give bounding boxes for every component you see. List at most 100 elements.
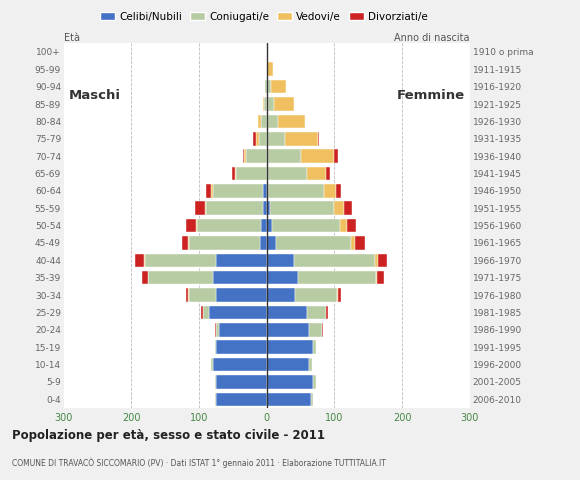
Bar [356, 236, 365, 250]
Bar [268, 184, 324, 198]
Legend: Celibi/Nubili, Coniugati/e, Vedovi/e, Divorziati/e: Celibi/Nubili, Coniugati/e, Vedovi/e, Di… [96, 8, 432, 26]
Bar [142, 271, 148, 285]
Bar [215, 323, 216, 336]
Bar [351, 236, 356, 250]
Bar [267, 288, 295, 302]
Bar [235, 167, 236, 180]
Bar [216, 393, 267, 406]
Bar [263, 184, 267, 198]
Bar [144, 253, 145, 267]
Bar [340, 219, 347, 232]
Bar [327, 306, 328, 319]
Bar [267, 132, 268, 145]
Bar [213, 358, 267, 372]
Bar [267, 393, 311, 406]
Bar [294, 253, 375, 267]
Bar [271, 80, 286, 94]
Bar [344, 202, 352, 215]
Bar [259, 132, 267, 145]
Bar [267, 97, 268, 111]
Bar [267, 271, 298, 285]
Bar [195, 219, 197, 232]
Bar [188, 288, 189, 302]
Bar [263, 202, 267, 215]
Bar [267, 149, 268, 163]
Text: Età: Età [64, 33, 80, 43]
Bar [264, 97, 267, 111]
Bar [236, 167, 267, 180]
Bar [298, 271, 376, 285]
Bar [313, 340, 316, 354]
Text: Maschi: Maschi [69, 89, 121, 102]
Bar [219, 323, 267, 336]
Bar [182, 236, 188, 250]
Bar [211, 184, 213, 198]
Bar [268, 149, 300, 163]
Bar [195, 202, 205, 215]
Bar [268, 97, 274, 111]
Text: Femmine: Femmine [396, 89, 465, 102]
Bar [258, 115, 262, 128]
Bar [186, 288, 188, 302]
Bar [267, 306, 307, 319]
Bar [189, 236, 260, 250]
Bar [274, 97, 294, 111]
Bar [378, 253, 387, 267]
Text: COMUNE DI TRAVACÒ SICCOMARIO (PV) · Dati ISTAT 1° gennaio 2011 · Elaborazione TU: COMUNE DI TRAVACÒ SICCOMARIO (PV) · Dati… [12, 457, 386, 468]
Bar [216, 288, 267, 302]
Bar [324, 184, 336, 198]
Bar [307, 306, 327, 319]
Bar [278, 115, 305, 128]
Bar [262, 219, 267, 232]
Bar [260, 236, 267, 250]
Bar [338, 288, 341, 302]
Bar [206, 184, 211, 198]
Bar [213, 271, 267, 285]
Bar [327, 167, 329, 180]
Bar [216, 375, 267, 389]
Bar [243, 149, 244, 163]
Text: Anno di nascita: Anno di nascita [394, 33, 470, 43]
Bar [267, 253, 294, 267]
Bar [267, 323, 309, 336]
Bar [145, 253, 216, 267]
Bar [267, 219, 272, 232]
Bar [267, 167, 268, 180]
Bar [263, 97, 264, 111]
Bar [213, 184, 263, 198]
Bar [267, 80, 268, 94]
Bar [267, 45, 268, 59]
Bar [216, 340, 267, 354]
Bar [267, 202, 270, 215]
Bar [135, 253, 144, 267]
Bar [197, 219, 262, 232]
Bar [285, 132, 317, 145]
Bar [148, 271, 213, 285]
Bar [205, 202, 206, 215]
Bar [215, 375, 216, 389]
Bar [375, 253, 378, 267]
Bar [267, 358, 309, 372]
Bar [267, 375, 313, 389]
Bar [201, 306, 202, 319]
Bar [377, 271, 384, 285]
Bar [268, 132, 285, 145]
Bar [209, 306, 267, 319]
Bar [202, 306, 209, 319]
Bar [300, 149, 335, 163]
Bar [347, 219, 356, 232]
Bar [336, 184, 341, 198]
Bar [270, 202, 335, 215]
Bar [246, 149, 267, 163]
Bar [188, 236, 189, 250]
Bar [266, 80, 267, 94]
Bar [317, 132, 319, 145]
Bar [189, 288, 216, 302]
Bar [309, 323, 321, 336]
Bar [267, 340, 313, 354]
Bar [337, 288, 338, 302]
Bar [313, 375, 316, 389]
Bar [256, 132, 259, 145]
Bar [267, 62, 273, 76]
Bar [215, 340, 216, 354]
